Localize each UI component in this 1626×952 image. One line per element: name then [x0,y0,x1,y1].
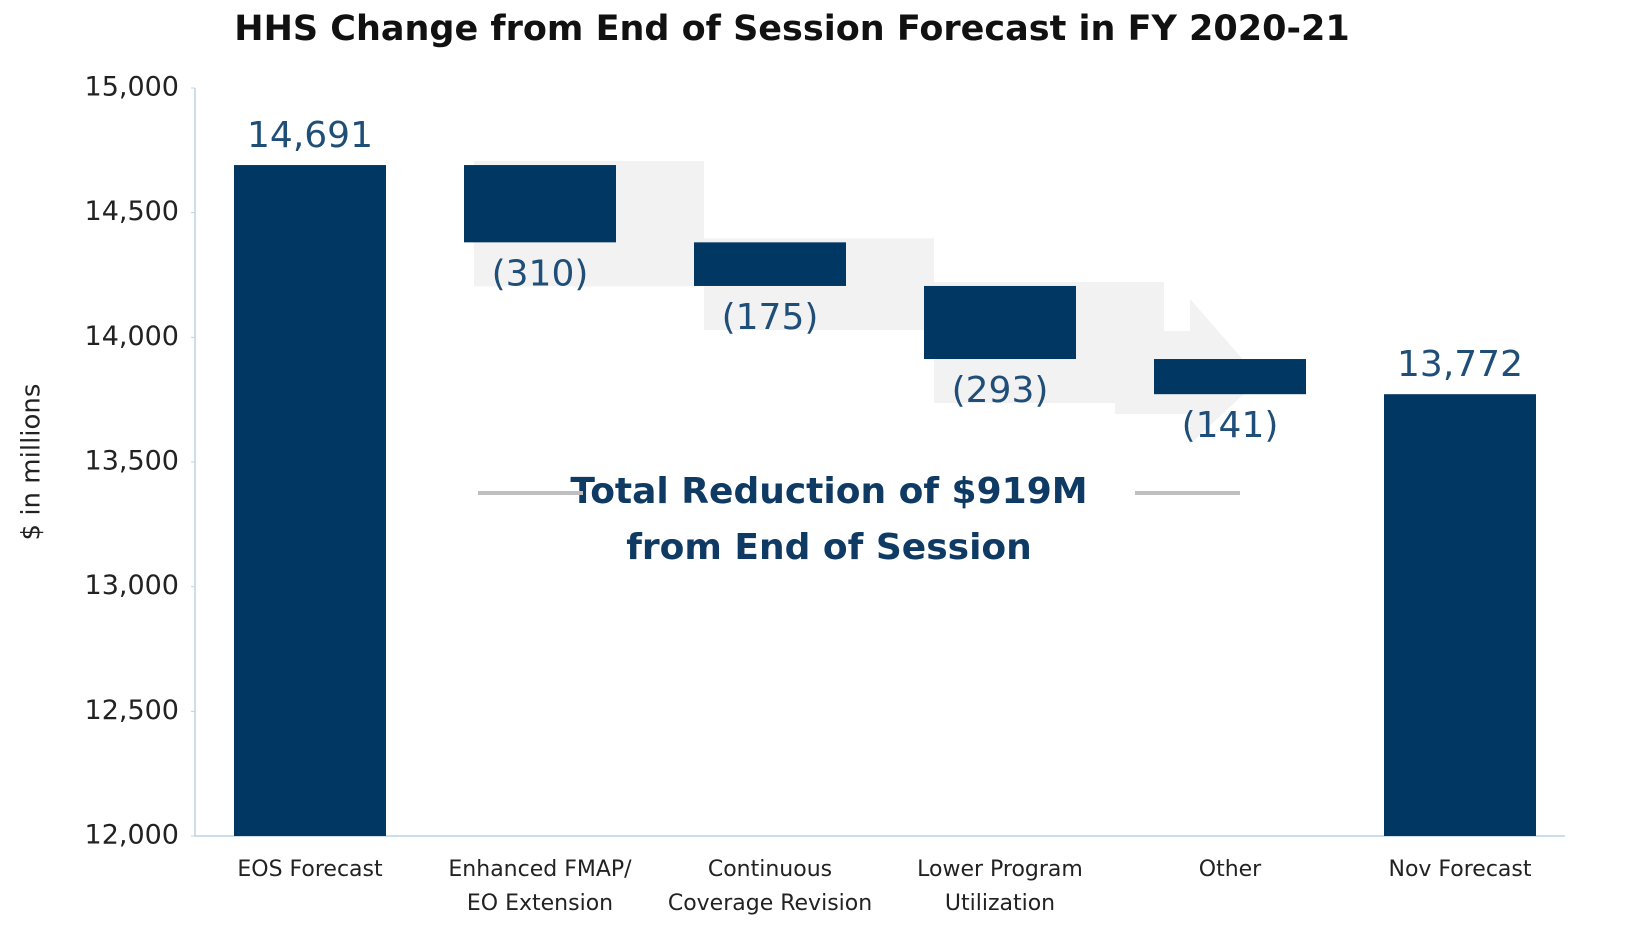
value-label: (293) [952,370,1049,411]
bar [694,242,846,286]
y-tick-label: 12,000 [85,820,179,851]
y-tick-label: 14,000 [85,321,179,352]
x-tick-label: Lower Program [917,857,1083,882]
x-tick-label: EO Extension [467,891,613,916]
bar [464,165,616,243]
y-tick-label: 12,500 [85,695,179,726]
value-label: 14,691 [247,115,373,156]
bar [234,165,386,836]
y-tick-label: 15,000 [85,72,179,103]
value-label: (175) [722,297,819,338]
y-tick-label: 13,500 [85,446,179,477]
value-label: (141) [1182,405,1279,446]
x-tick-label: Other [1199,857,1262,882]
x-tick-label: Utilization [945,891,1055,916]
annotation: Total Reduction of $919M [570,471,1087,512]
x-tick-label: Nov Forecast [1388,857,1531,882]
chart-title: HHS Change from End of Session Forecast … [234,9,1349,49]
x-tick-label: Enhanced FMAP/ [448,857,632,882]
y-tick-label: 14,500 [85,196,179,227]
x-tick-label: Coverage Revision [668,891,872,916]
bar [924,285,1076,360]
x-tick-label: EOS Forecast [237,857,383,882]
bar [1384,394,1536,836]
x-tick-label: Continuous [708,857,832,882]
value-label: 13,772 [1397,344,1523,385]
y-tick-label: 13,000 [85,570,179,601]
annotation: from End of Session [626,527,1032,568]
y-axis-label: $ in millions [17,384,47,541]
value-label: (310) [492,253,589,294]
bar [1154,359,1306,395]
